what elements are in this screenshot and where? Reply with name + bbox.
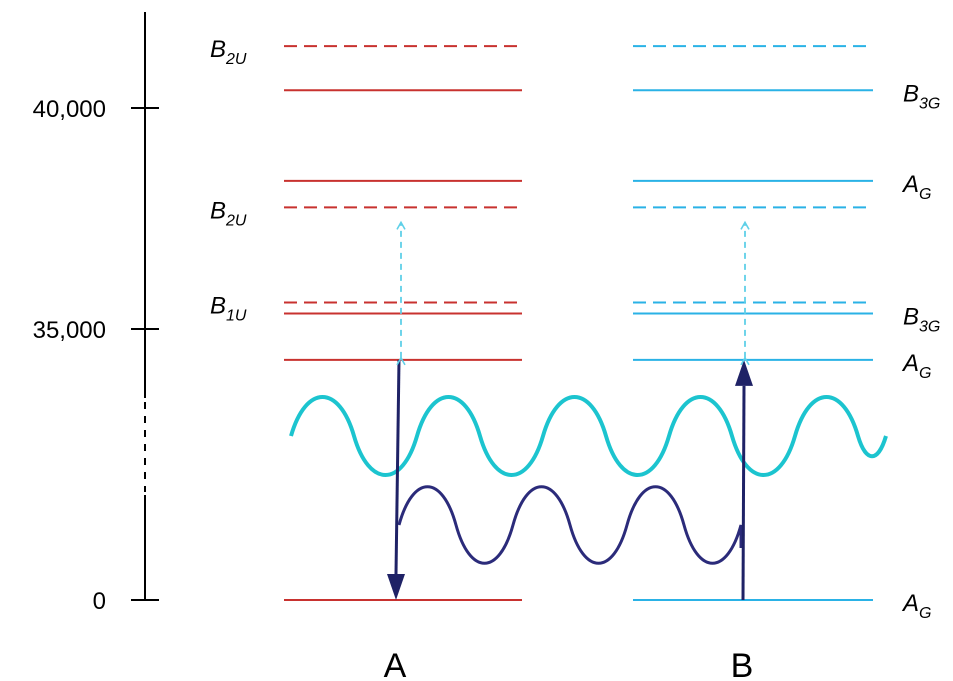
level-label-B-6: AG — [901, 350, 931, 382]
level-label-A-0: B2U — [210, 36, 247, 68]
transition-absorption-B — [741, 385, 746, 601]
level-label-A-4: B1U — [210, 293, 247, 325]
light-wave — [289, 395, 888, 477]
column-label-B: B — [731, 647, 754, 681]
level-label-A-3: B2U — [210, 197, 247, 229]
level-label-B-7: AG — [901, 590, 931, 622]
transition-emission-A — [394, 359, 401, 575]
levels-column-B: B3G AG B3G AG AG — [633, 45, 940, 622]
level-label-B-2: AG — [901, 171, 931, 203]
tick-label-35000: 35,000 — [33, 317, 106, 344]
column-label-A: A — [384, 647, 407, 681]
tick-label-0: 0 — [93, 588, 106, 615]
transition-emission-A-head — [387, 574, 405, 600]
transition-absorption-B-head — [735, 359, 753, 386]
vibration-wave — [397, 485, 743, 565]
transitions — [387, 220, 753, 601]
levels-column-A: B2U B2U B1U — [210, 36, 522, 601]
energy-axis: 40,000 35,000 0 — [33, 12, 159, 615]
level-label-B-5: B3G — [903, 304, 940, 336]
tick-label-40000: 40,000 — [33, 96, 106, 123]
level-label-B-1: B3G — [903, 80, 940, 112]
